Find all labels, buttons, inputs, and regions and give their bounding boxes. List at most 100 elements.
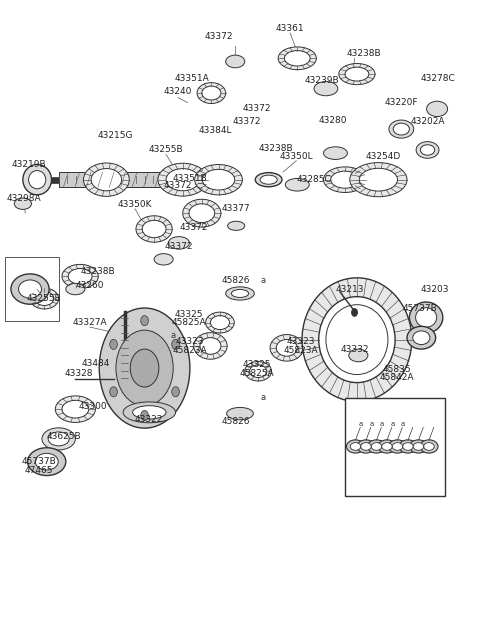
- Text: 45835: 45835: [382, 365, 411, 374]
- Ellipse shape: [205, 312, 234, 333]
- Text: 43384L: 43384L: [198, 126, 232, 135]
- Text: 43325: 43325: [242, 361, 271, 370]
- Text: 43202A: 43202A: [410, 117, 445, 126]
- Text: 43372: 43372: [164, 182, 192, 190]
- Text: 43350L: 43350L: [279, 152, 313, 161]
- Ellipse shape: [84, 163, 129, 196]
- Circle shape: [116, 330, 173, 406]
- Text: 43254D: 43254D: [366, 152, 401, 161]
- Ellipse shape: [347, 440, 364, 453]
- Ellipse shape: [331, 171, 360, 188]
- Text: 45826: 45826: [222, 417, 251, 426]
- Text: 45737B: 45737B: [403, 304, 438, 312]
- Text: 43219B: 43219B: [12, 160, 47, 169]
- Text: 43328: 43328: [64, 369, 93, 378]
- Text: 43300: 43300: [79, 401, 108, 410]
- Ellipse shape: [30, 288, 59, 309]
- Circle shape: [141, 316, 148, 326]
- Ellipse shape: [255, 173, 282, 187]
- Ellipse shape: [66, 283, 85, 295]
- Ellipse shape: [352, 309, 358, 316]
- Circle shape: [99, 308, 190, 428]
- Ellipse shape: [11, 274, 49, 304]
- Text: 43238B: 43238B: [81, 267, 115, 276]
- Text: 43625B: 43625B: [46, 432, 81, 441]
- Ellipse shape: [357, 440, 375, 453]
- Ellipse shape: [409, 440, 428, 453]
- Text: 43361: 43361: [276, 24, 304, 33]
- Ellipse shape: [326, 305, 388, 375]
- Text: 43372: 43372: [242, 104, 271, 114]
- Text: 43351A: 43351A: [175, 74, 210, 83]
- Ellipse shape: [136, 216, 172, 242]
- Ellipse shape: [393, 123, 409, 135]
- Ellipse shape: [407, 326, 436, 349]
- Text: 43240: 43240: [164, 86, 192, 96]
- Ellipse shape: [202, 86, 221, 100]
- Ellipse shape: [413, 443, 424, 450]
- Text: 43372: 43372: [180, 224, 208, 232]
- Text: 43285C: 43285C: [297, 175, 331, 184]
- Ellipse shape: [55, 396, 96, 422]
- Text: 43372: 43372: [233, 117, 262, 126]
- Text: 43238B: 43238B: [347, 49, 382, 58]
- Ellipse shape: [62, 400, 89, 418]
- Ellipse shape: [202, 170, 235, 190]
- Text: 43298A: 43298A: [7, 194, 42, 203]
- Ellipse shape: [416, 142, 439, 158]
- Ellipse shape: [399, 440, 417, 453]
- Ellipse shape: [91, 168, 121, 190]
- Ellipse shape: [360, 168, 397, 191]
- Ellipse shape: [270, 335, 303, 361]
- Text: 43325: 43325: [174, 310, 203, 319]
- Text: a: a: [359, 421, 363, 427]
- Ellipse shape: [382, 443, 392, 450]
- Text: 43350K: 43350K: [118, 201, 152, 210]
- Ellipse shape: [427, 101, 447, 116]
- Polygon shape: [59, 172, 183, 187]
- Ellipse shape: [245, 361, 272, 381]
- Ellipse shape: [158, 163, 207, 196]
- Ellipse shape: [142, 220, 166, 237]
- Ellipse shape: [228, 221, 245, 231]
- Text: 43238B: 43238B: [258, 144, 293, 152]
- Circle shape: [172, 387, 180, 397]
- Ellipse shape: [168, 237, 190, 249]
- Ellipse shape: [371, 443, 382, 450]
- Ellipse shape: [68, 269, 92, 284]
- Ellipse shape: [416, 308, 437, 327]
- Ellipse shape: [319, 297, 395, 383]
- Ellipse shape: [23, 164, 51, 195]
- Text: a: a: [391, 421, 395, 427]
- Ellipse shape: [314, 81, 338, 96]
- Ellipse shape: [345, 67, 369, 81]
- Text: 45825A: 45825A: [171, 318, 206, 327]
- Text: a: a: [170, 331, 176, 340]
- Bar: [345, 398, 445, 496]
- Text: a: a: [380, 421, 384, 427]
- Ellipse shape: [378, 440, 396, 453]
- Circle shape: [110, 339, 118, 349]
- Text: 45825A: 45825A: [240, 369, 274, 378]
- Text: a: a: [370, 421, 374, 427]
- Text: 43377: 43377: [222, 204, 251, 213]
- Ellipse shape: [29, 171, 46, 189]
- Ellipse shape: [62, 264, 98, 288]
- Ellipse shape: [260, 175, 277, 184]
- Ellipse shape: [250, 365, 267, 377]
- Text: 43278C: 43278C: [420, 74, 456, 83]
- Ellipse shape: [420, 145, 435, 155]
- Text: 45842A: 45842A: [379, 373, 414, 382]
- Circle shape: [172, 339, 180, 349]
- Ellipse shape: [48, 432, 69, 446]
- Ellipse shape: [284, 51, 310, 66]
- Text: 43255B: 43255B: [149, 145, 183, 154]
- Ellipse shape: [389, 120, 414, 138]
- Text: 43323: 43323: [287, 337, 315, 346]
- Ellipse shape: [226, 287, 254, 300]
- Ellipse shape: [194, 333, 227, 359]
- Ellipse shape: [200, 338, 221, 354]
- Text: 43215G: 43215G: [97, 131, 132, 140]
- Text: 43372: 43372: [165, 242, 193, 251]
- Ellipse shape: [350, 443, 361, 450]
